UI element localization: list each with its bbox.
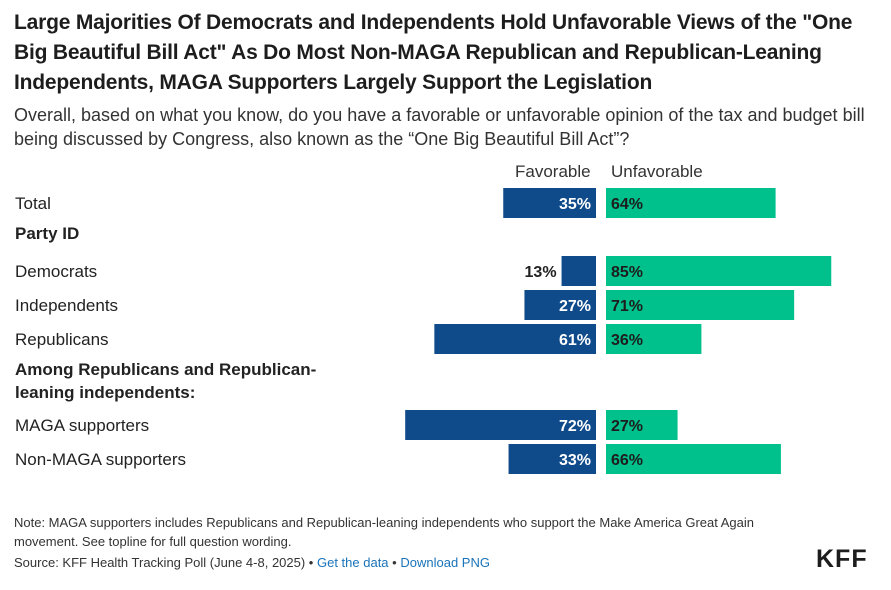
- value-label-favorable: 35%: [559, 196, 591, 213]
- row-label: Non-MAGA supporters: [15, 450, 186, 469]
- bar-favorable: [508, 444, 596, 474]
- chart-source: Source: KFF Health Tracking Poll (June 4…: [14, 555, 490, 570]
- row-label: Republicans: [15, 330, 109, 349]
- bar-unfavorable: [606, 324, 702, 354]
- source-separator: •: [392, 555, 397, 570]
- source-text: Source: KFF Health Tracking Poll (June 4…: [14, 555, 314, 570]
- legend-favorable: Favorable: [515, 162, 591, 181]
- value-label-favorable: 72%: [559, 418, 591, 435]
- value-label-unfavorable: 36%: [611, 332, 643, 349]
- get-data-link[interactable]: Get the data: [316, 555, 389, 570]
- value-label-favorable: 27%: [559, 298, 591, 315]
- bar-unfavorable: [606, 256, 832, 286]
- row-label: Total: [15, 194, 51, 213]
- row-label: Democrats: [15, 262, 97, 281]
- section-label: Among Republicans and Republican-: [15, 360, 316, 379]
- value-label-favorable: 61%: [559, 332, 591, 349]
- value-label-unfavorable: 27%: [611, 418, 643, 435]
- section-label: leaning independents:: [15, 383, 195, 402]
- bar-unfavorable: [606, 410, 678, 440]
- row-label: Independents: [15, 296, 118, 315]
- bar-favorable: [503, 188, 596, 218]
- value-label-unfavorable: 64%: [611, 196, 643, 213]
- bar-unfavorable: [606, 444, 781, 474]
- value-label-favorable: 33%: [559, 452, 591, 469]
- row-label: MAGA supporters: [15, 416, 149, 435]
- value-label-unfavorable: 66%: [611, 452, 643, 469]
- bar-favorable: [434, 324, 596, 354]
- legend-unfavorable: Unfavorable: [611, 162, 703, 181]
- download-png-link[interactable]: Download PNG: [400, 555, 490, 570]
- bar-favorable: [561, 256, 596, 286]
- chart-subtitle: Overall, based on what you know, do you …: [14, 105, 865, 149]
- section-label: Party ID: [15, 224, 79, 243]
- bar-unfavorable: [606, 188, 776, 218]
- bar-unfavorable: [606, 290, 795, 320]
- bar-favorable: [405, 410, 596, 440]
- bar-favorable: [524, 290, 596, 320]
- value-label-unfavorable: 71%: [611, 298, 643, 315]
- chart-title: Large Majorities Of Democrats and Indepe…: [14, 11, 853, 94]
- kff-logo: KFF: [816, 545, 868, 573]
- value-label-unfavorable: 85%: [611, 264, 643, 281]
- chart-note: Note: MAGA supporters includes Republica…: [14, 515, 754, 549]
- value-label-favorable: 13%: [525, 264, 557, 281]
